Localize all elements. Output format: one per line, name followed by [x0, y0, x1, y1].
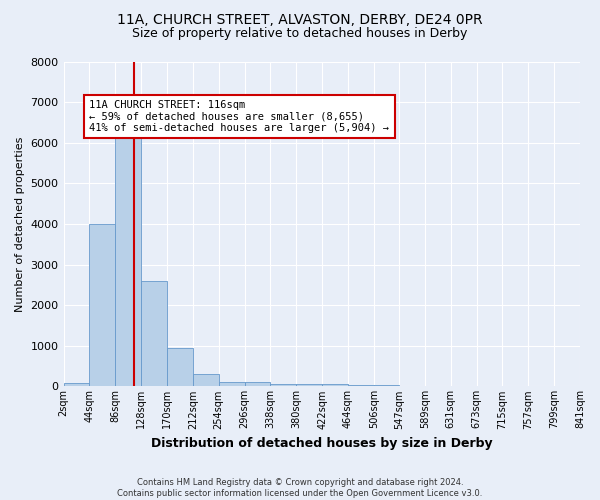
Bar — [374, 385, 399, 386]
Y-axis label: Number of detached properties: Number of detached properties — [15, 136, 25, 312]
Bar — [271, 384, 296, 386]
Bar — [218, 382, 245, 386]
X-axis label: Distribution of detached houses by size in Derby: Distribution of detached houses by size … — [151, 437, 493, 450]
Text: 11A CHURCH STREET: 116sqm
← 59% of detached houses are smaller (8,655)
41% of se: 11A CHURCH STREET: 116sqm ← 59% of detac… — [89, 100, 389, 134]
Text: 11A, CHURCH STREET, ALVASTON, DERBY, DE24 0PR: 11A, CHURCH STREET, ALVASTON, DERBY, DE2… — [117, 12, 483, 26]
Text: Size of property relative to detached houses in Derby: Size of property relative to detached ho… — [133, 28, 467, 40]
Bar — [89, 224, 115, 386]
Bar — [245, 382, 271, 386]
Bar — [115, 118, 141, 386]
Bar — [322, 384, 348, 386]
Bar — [193, 374, 218, 386]
Bar — [141, 281, 167, 386]
Bar — [348, 385, 374, 386]
Bar — [167, 348, 193, 387]
Bar — [296, 384, 322, 386]
Text: Contains HM Land Registry data © Crown copyright and database right 2024.
Contai: Contains HM Land Registry data © Crown c… — [118, 478, 482, 498]
Bar — [64, 384, 89, 386]
